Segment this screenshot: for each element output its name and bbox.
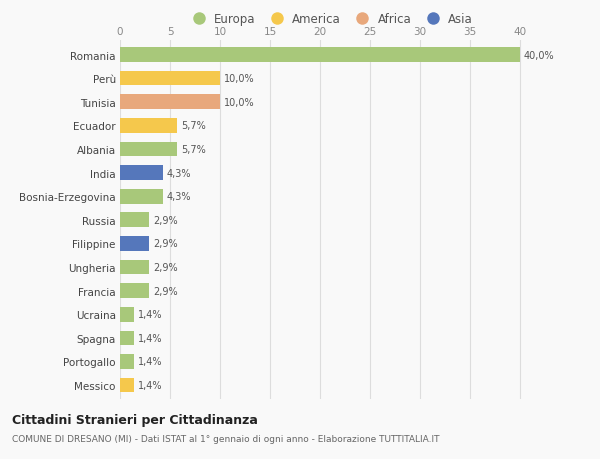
Text: 4,3%: 4,3% — [167, 192, 191, 202]
Bar — [120, 378, 134, 392]
Text: 2,9%: 2,9% — [153, 286, 178, 296]
Text: COMUNE DI DRESANO (MI) - Dati ISTAT al 1° gennaio di ogni anno - Elaborazione TU: COMUNE DI DRESANO (MI) - Dati ISTAT al 1… — [12, 434, 439, 443]
Bar — [120, 307, 134, 322]
Bar — [120, 72, 220, 86]
Legend: Europa, America, Africa, Asia: Europa, America, Africa, Asia — [185, 11, 475, 28]
Bar — [120, 331, 134, 345]
Text: 1,4%: 1,4% — [138, 380, 163, 390]
Bar — [120, 95, 220, 110]
Text: 1,4%: 1,4% — [138, 309, 163, 319]
Bar — [120, 190, 163, 204]
Text: 5,7%: 5,7% — [181, 121, 206, 131]
Text: 10,0%: 10,0% — [224, 74, 254, 84]
Bar — [120, 142, 177, 157]
Text: 5,7%: 5,7% — [181, 145, 206, 155]
Bar — [120, 119, 177, 134]
Text: 2,9%: 2,9% — [153, 239, 178, 249]
Text: 40,0%: 40,0% — [524, 50, 554, 61]
Bar — [120, 166, 163, 180]
Bar — [120, 260, 149, 275]
Bar — [120, 213, 149, 228]
Text: 4,3%: 4,3% — [167, 168, 191, 178]
Bar — [120, 284, 149, 298]
Text: Cittadini Stranieri per Cittadinanza: Cittadini Stranieri per Cittadinanza — [12, 413, 258, 426]
Text: 2,9%: 2,9% — [153, 215, 178, 225]
Bar — [120, 236, 149, 251]
Text: 10,0%: 10,0% — [224, 98, 254, 107]
Bar — [120, 354, 134, 369]
Bar — [120, 48, 520, 63]
Text: 2,9%: 2,9% — [153, 263, 178, 273]
Text: 1,4%: 1,4% — [138, 357, 163, 367]
Text: 1,4%: 1,4% — [138, 333, 163, 343]
